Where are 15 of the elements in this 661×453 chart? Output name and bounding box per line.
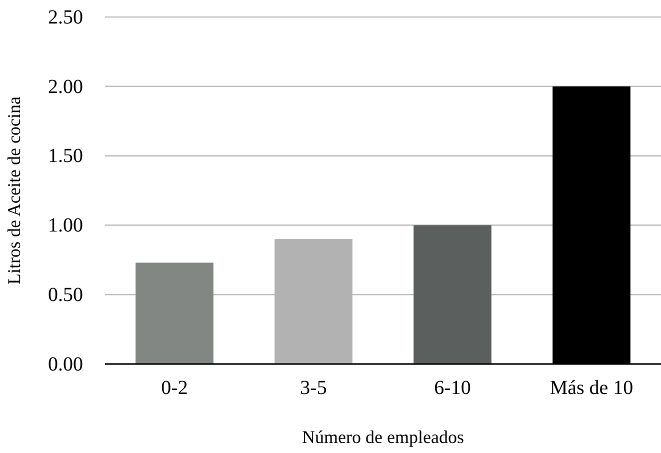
y-tick-label: 0.50: [48, 284, 83, 306]
x-axis-title: Número de empleados: [302, 427, 464, 447]
y-tick-label: 1.50: [48, 145, 83, 168]
x-tick-label: 0-2: [161, 377, 188, 400]
x-tick-label: 6-10: [434, 377, 471, 400]
bar: [136, 262, 214, 364]
bar: [414, 225, 492, 364]
y-tick-label: 2.50: [48, 6, 83, 28]
x-tick-label: Más de 10: [550, 377, 634, 400]
y-axis-title: Litros de Aceite de cocina: [4, 96, 24, 284]
x-tick-label: 3-5: [300, 377, 327, 400]
y-tick-label: 0.00: [48, 353, 83, 376]
y-tick-label: 1.00: [48, 214, 83, 237]
y-tick-label: 2.00: [48, 76, 83, 98]
bar: [274, 239, 352, 364]
